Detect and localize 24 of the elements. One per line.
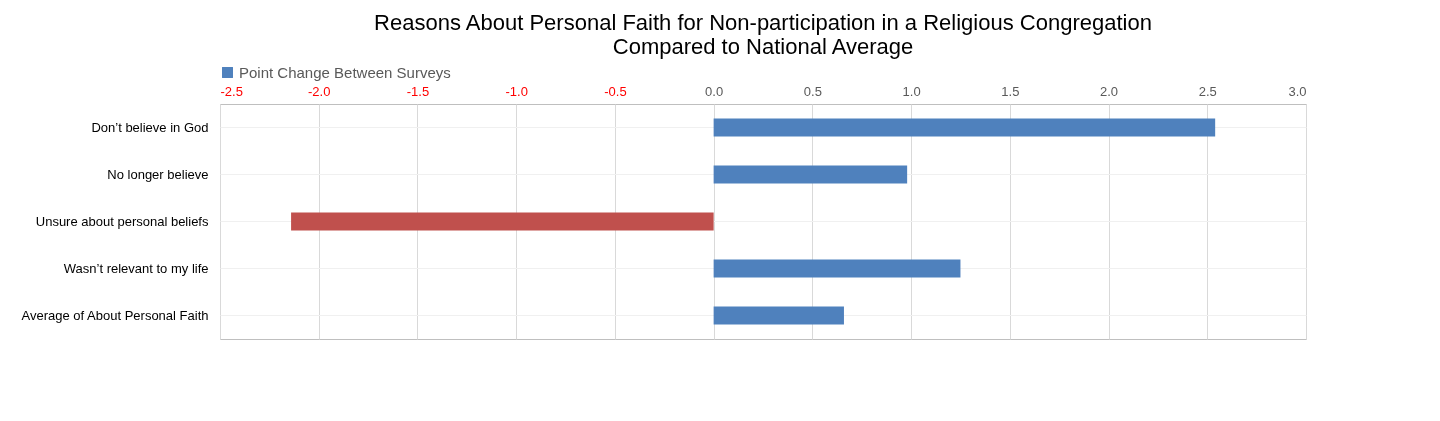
y-tick-label: Unsure about personal beliefs	[35, 213, 209, 229]
legend-label: Point Change Between Surveys	[239, 63, 451, 81]
y-tick-label: No longer believe	[107, 166, 209, 182]
x-tick-label: -1.0	[505, 83, 528, 99]
bar	[713, 306, 844, 325]
chart-title: Reasons About Personal Faith for Non-participation in a Religious Congregation Compared to National Average	[374, 10, 1152, 59]
bar	[713, 118, 1216, 137]
x-tick-label: -2.5	[220, 83, 243, 99]
x-tick-label: -2.0	[308, 83, 331, 99]
x-tick-label: 0.5	[803, 83, 822, 99]
y-tick-label: Don’t believe in God	[91, 119, 209, 135]
x-tick-label: -1.5	[406, 83, 430, 99]
bar	[713, 259, 961, 278]
bar	[291, 212, 714, 231]
x-tick-label: 1.5	[1001, 83, 1020, 99]
x-tick-label: 1.0	[902, 83, 921, 99]
x-tick-label: 0.0	[705, 83, 724, 99]
bar	[713, 165, 908, 184]
x-tick-label: 2.5	[1198, 83, 1217, 99]
x-tick-label: 3.0	[1288, 83, 1307, 99]
x-tick-label: -0.5	[604, 83, 627, 99]
y-tick-label: Average of About Personal Faith	[21, 307, 209, 323]
x-tick-label: 2.0	[1100, 83, 1119, 99]
y-tick-label: Wasn’t relevant to my life	[63, 260, 209, 276]
